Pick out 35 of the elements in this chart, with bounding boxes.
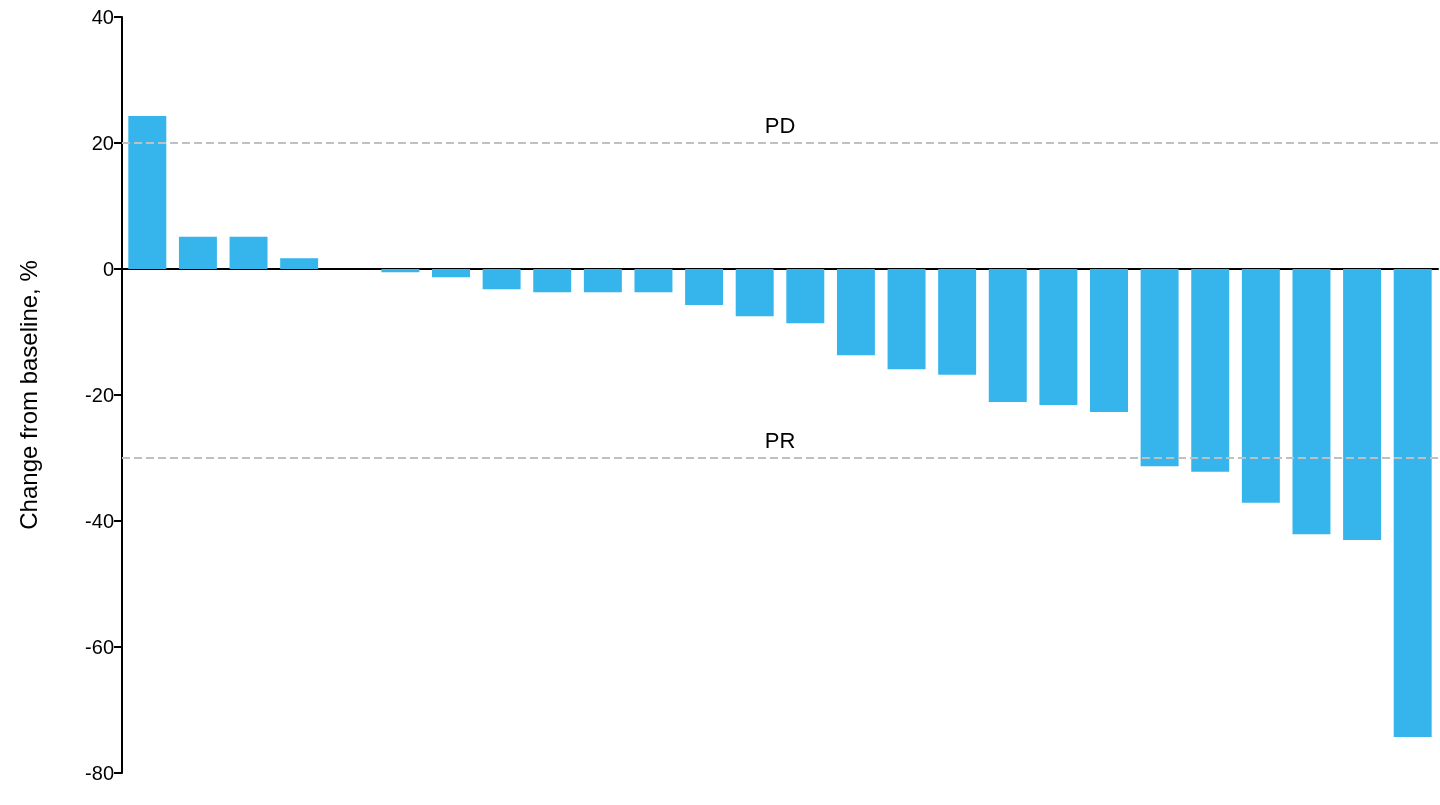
bar bbox=[128, 115, 167, 269]
bar bbox=[1140, 269, 1179, 467]
ref-line-label: PR bbox=[764, 427, 796, 453]
y-tick-label: 40 bbox=[91, 6, 114, 28]
y-tick-label: -20 bbox=[85, 384, 114, 406]
bar bbox=[988, 269, 1027, 402]
bar bbox=[836, 269, 875, 356]
bar bbox=[938, 269, 977, 375]
bar bbox=[1343, 269, 1382, 540]
y-tick-label: -60 bbox=[85, 636, 114, 658]
bar bbox=[1039, 269, 1078, 406]
bar bbox=[533, 269, 572, 293]
bar bbox=[887, 269, 926, 370]
bar bbox=[432, 269, 470, 278]
bar bbox=[1241, 269, 1280, 503]
bar bbox=[1191, 269, 1230, 472]
bar bbox=[178, 236, 217, 269]
bar bbox=[735, 269, 774, 317]
y-tick-label: -80 bbox=[85, 762, 114, 784]
bar bbox=[685, 269, 724, 305]
bar bbox=[381, 269, 420, 273]
bar bbox=[634, 269, 673, 293]
bar bbox=[786, 269, 825, 324]
bar bbox=[1292, 269, 1331, 535]
y-axis-title: Change from baseline, % bbox=[14, 260, 42, 530]
bar bbox=[1090, 269, 1128, 413]
bar bbox=[482, 269, 521, 290]
bar bbox=[280, 258, 319, 269]
ref-line-label: PD bbox=[764, 112, 796, 138]
y-tick-label: 0 bbox=[102, 258, 114, 280]
bar bbox=[1393, 269, 1432, 738]
y-tick-label: 20 bbox=[91, 132, 114, 154]
y-tick-label: -40 bbox=[85, 510, 114, 532]
bar bbox=[583, 269, 622, 293]
bar bbox=[229, 236, 268, 269]
